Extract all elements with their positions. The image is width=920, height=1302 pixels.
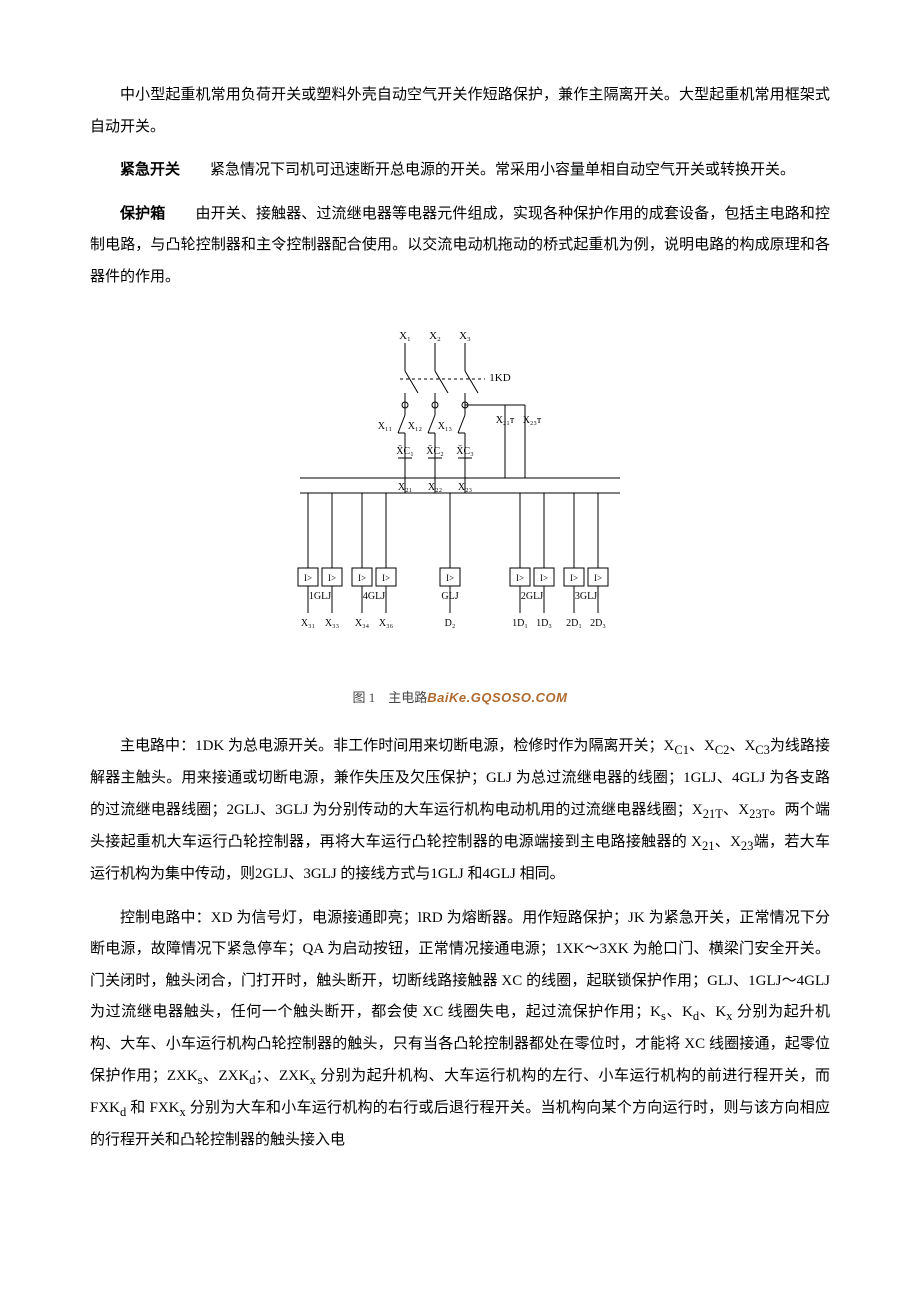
caption-text: 图 1 主电路 — [353, 690, 428, 705]
lbl-xc3: X̄C₃ — [456, 445, 473, 457]
lbl-x23: X₂₃ — [458, 482, 472, 493]
lbl-1d1: 1D₁ — [512, 618, 528, 629]
body-protect: 由开关、接触器、过流继电器等电器元件组成，实现各种保护作用的成套设备，包括主电路… — [90, 206, 830, 285]
lbl-2d1: 2D₁ — [566, 618, 582, 629]
paragraph-emergency-switch: 紧急开关 紧急情况下司机可迅速断开总电源的开关。常采用小容量单相自动空气开关或转… — [90, 155, 830, 187]
lbl-2glj: 2GLJ — [521, 591, 543, 602]
lbl-x34: X₃₄ — [355, 618, 370, 629]
lbl-1d3: 1D₃ — [536, 618, 552, 629]
figure-caption: 图 1 主电路BaiKe.GQSOSO.COM — [90, 684, 830, 711]
relay-i3: I> — [358, 573, 366, 583]
paragraph-main-circuit: 主电路中：1DK 为总电源开关。非工作时间用来切断电源，检修时作为隔离开关；XC… — [90, 731, 830, 891]
lbl-x2: X₂ — [429, 330, 441, 342]
lbl-x3: X₃ — [459, 330, 471, 342]
lbl-x12: X₁₂ — [408, 421, 422, 432]
relay-i9: I> — [594, 573, 602, 583]
lbl-d2: D₂ — [445, 618, 456, 629]
figure-main-circuit: X₁ X₂ X₃ 1KD X₁₁ X₁₂ X₁₃ X₂₁ᴛ X₂₃ᴛ X̄C₁ … — [90, 323, 830, 711]
lbl-1glj: 1GLJ — [309, 591, 331, 602]
lbl-x33: X₃₃ — [325, 618, 339, 629]
term-protect: 保护箱 — [120, 206, 165, 222]
lbl-xc2: X̄C₂ — [426, 445, 443, 457]
body-emergency: 紧急情况下司机可迅速断开总电源的开关。常采用小容量单相自动空气开关或转换开关。 — [180, 162, 795, 178]
relay-i4: I> — [382, 573, 390, 583]
paragraph-control-circuit: 控制电路中：XD 为信号灯，电源接通即亮；lRD 为熔断器。用作短路保护；JK … — [90, 903, 830, 1157]
circuit-diagram: X₁ X₂ X₃ 1KD X₁₁ X₁₂ X₁₃ X₂₁ᴛ X₂₃ᴛ X̄C₁ … — [250, 323, 670, 663]
lbl-x31: X₃₁ — [301, 618, 315, 629]
lbl-x11: X₁₁ — [378, 421, 392, 432]
lbl-4glj: 4GLJ — [363, 591, 385, 602]
lbl-x23t: X₂₃ᴛ — [523, 415, 542, 426]
lbl-x21t: X₂₁ᴛ — [496, 415, 515, 426]
term-emergency: 紧急开关 — [120, 162, 180, 178]
lbl-x36: X₃₆ — [379, 618, 394, 629]
relay-i1: I> — [304, 573, 312, 583]
relay-i8: I> — [570, 573, 578, 583]
relay-i6: I> — [516, 573, 524, 583]
paragraph-protect-box: 保护箱 由开关、接触器、过流继电器等电器元件组成，实现各种保护作用的成套设备，包… — [90, 199, 830, 294]
lbl-x13: X₁₃ — [438, 421, 452, 432]
lbl-xc1: X̄C₁ — [396, 445, 413, 457]
lbl-1kd: 1KD — [489, 372, 510, 384]
caption-watermark: BaiKe.GQSOSO.COM — [427, 690, 567, 705]
lbl-x1: X₁ — [399, 330, 411, 342]
lbl-2d3: 2D₃ — [590, 618, 606, 629]
relay-i7: I> — [540, 573, 548, 583]
lbl-glj: GLJ — [441, 591, 458, 602]
paragraph-intro: 中小型起重机常用负荷开关或塑料外壳自动空气开关作短路保护，兼作主隔离开关。大型起… — [90, 80, 830, 143]
relay-i5: I> — [446, 573, 454, 583]
relay-i2: I> — [328, 573, 336, 583]
lbl-x22: X₂₂ — [428, 482, 442, 493]
lbl-3glj: 3GLJ — [575, 591, 597, 602]
lbl-x21: X₂₁ — [398, 482, 412, 493]
